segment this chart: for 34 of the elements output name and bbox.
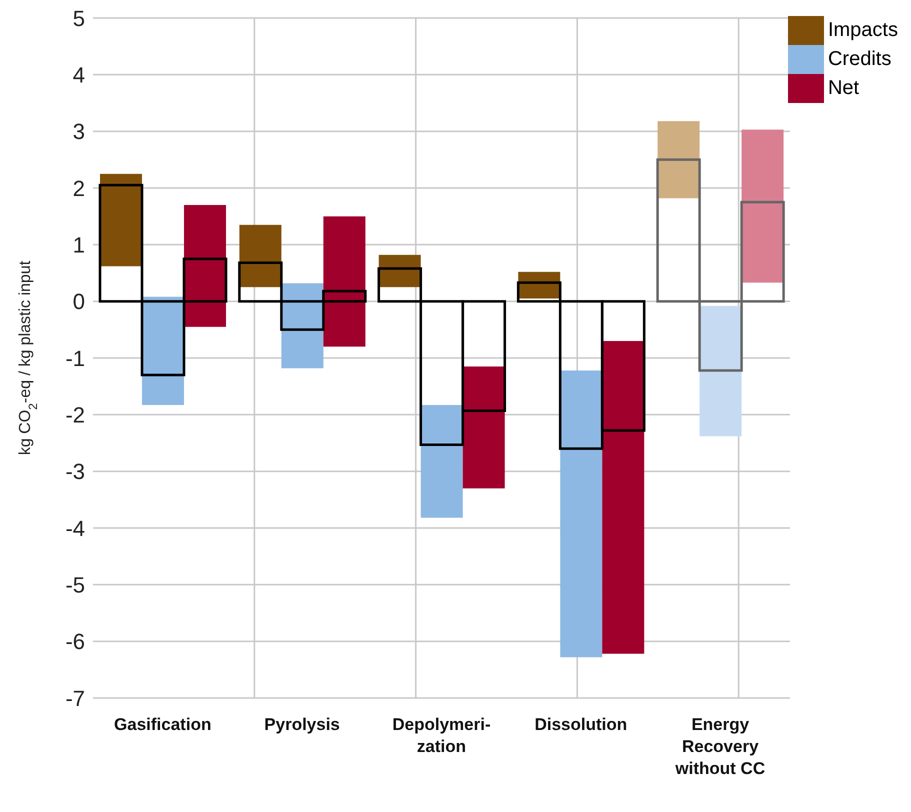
bar [560, 370, 602, 658]
bar [323, 216, 366, 347]
bar [602, 341, 644, 654]
y-tick-label: 1 [72, 232, 85, 258]
y-tick-label: 3 [72, 119, 85, 144]
bar [742, 130, 784, 283]
x-tick-label: Depolymeri- zation [392, 715, 491, 756]
y-tick-label: 0 [72, 289, 85, 314]
bar [700, 306, 742, 436]
y-tick-label: -3 [65, 459, 85, 484]
x-tick-label: Gasification [114, 715, 212, 734]
bar [184, 205, 226, 327]
bar [462, 366, 505, 488]
bar [420, 405, 463, 518]
y-tick-label: -7 [65, 686, 85, 711]
x-tick-label: Energy Recovery without CC [674, 715, 766, 778]
y-tick-label: -5 [65, 572, 85, 598]
bar [100, 174, 142, 266]
legend-label: Impacts [828, 19, 898, 42]
y-tick-label: -2 [65, 402, 85, 428]
y-tick-label: 2 [72, 176, 85, 201]
legend-label: Credits [828, 48, 892, 71]
x-tick-label: Dissolution [534, 715, 628, 734]
y-tick-label: 5 [72, 6, 85, 31]
y-tick-label: 4 [72, 62, 85, 88]
legend-label: Net [828, 77, 860, 100]
y-tick-label: -1 [65, 346, 85, 371]
bar [658, 121, 700, 198]
bar [281, 283, 324, 368]
bar [239, 224, 282, 288]
y-tick-label: -6 [65, 629, 85, 654]
x-tick-label: Pyrolysis [264, 715, 340, 734]
bar [142, 296, 184, 406]
y-tick-label: -4 [65, 516, 85, 541]
